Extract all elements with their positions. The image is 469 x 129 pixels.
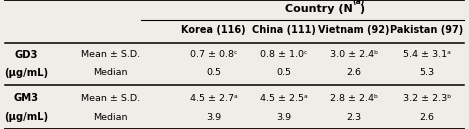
- Text: Mean ± S.D.: Mean ± S.D.: [81, 50, 140, 59]
- Text: 5.4 ± 3.1ᵃ: 5.4 ± 3.1ᵃ: [403, 50, 451, 59]
- Text: 4.5 ± 2.5ᵃ: 4.5 ± 2.5ᵃ: [260, 94, 308, 103]
- Text: Vietnam (92): Vietnam (92): [318, 25, 390, 35]
- Text: Country (N: Country (N: [285, 4, 353, 14]
- Text: Pakistan (97): Pakistan (97): [390, 25, 463, 35]
- Text: (μg/mL): (μg/mL): [4, 112, 48, 122]
- Text: (a): (a): [353, 0, 365, 6]
- Text: Median: Median: [93, 68, 128, 77]
- Text: GD3: GD3: [14, 50, 38, 60]
- Text: 2.6: 2.6: [419, 113, 434, 122]
- Text: 5.3: 5.3: [419, 68, 434, 77]
- Text: 3.9: 3.9: [276, 113, 291, 122]
- Text: 2.3: 2.3: [347, 113, 362, 122]
- Text: 0.5: 0.5: [206, 68, 221, 77]
- Text: 2.8 ± 2.4ᵇ: 2.8 ± 2.4ᵇ: [330, 94, 378, 103]
- Text: 0.5: 0.5: [276, 68, 291, 77]
- Text: 4.5 ± 2.7ᵃ: 4.5 ± 2.7ᵃ: [189, 94, 237, 103]
- Text: 0.7 ± 0.8ᶜ: 0.7 ± 0.8ᶜ: [189, 50, 237, 59]
- Text: GM3: GM3: [13, 93, 38, 103]
- Text: Median: Median: [93, 113, 128, 122]
- Text: 3.2 ± 2.3ᵇ: 3.2 ± 2.3ᵇ: [403, 94, 451, 103]
- Text: China (111): China (111): [252, 25, 316, 35]
- Text: 2.6: 2.6: [347, 68, 362, 77]
- Text: Korea (116): Korea (116): [181, 25, 246, 35]
- Text: (μg/mL): (μg/mL): [4, 68, 48, 78]
- Text: 3.0 ± 2.4ᵇ: 3.0 ± 2.4ᵇ: [330, 50, 378, 59]
- Text: Mean ± S.D.: Mean ± S.D.: [81, 94, 140, 103]
- Text: ): ): [359, 4, 364, 14]
- Text: 0.8 ± 1.0ᶜ: 0.8 ± 1.0ᶜ: [260, 50, 308, 59]
- Text: 3.9: 3.9: [206, 113, 221, 122]
